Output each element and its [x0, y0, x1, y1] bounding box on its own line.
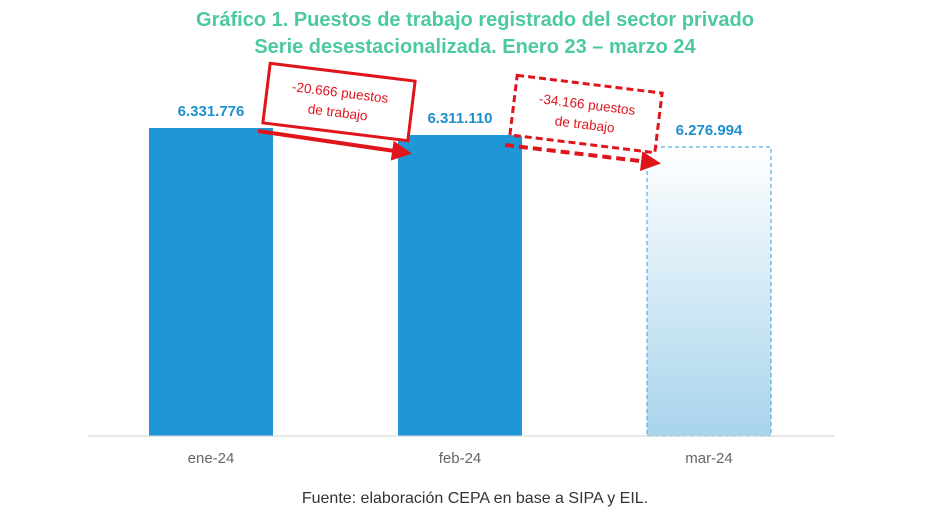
bar-value-label: 6.276.994: [676, 122, 743, 139]
callout-line-2: de trabajo: [307, 101, 368, 123]
chart-title: Gráfico 1. Puestos de trabajo registrado…: [196, 9, 754, 31]
bar-value-label: 6.311.110: [427, 110, 492, 127]
source-note: Fuente: elaboración CEPA en base a SIPA …: [301, 490, 649, 507]
bar-value-label: 6.331.776: [178, 103, 245, 120]
callout-box: [508, 73, 664, 155]
x-tick-label: feb-24: [439, 450, 482, 467]
bar-mar-24: [646, 146, 772, 437]
callout-line-2: de trabajo: [554, 113, 615, 135]
bar-ene-24: [149, 128, 273, 436]
chart-subtitle: Serie desestacionalizada. Enero 23 – mar…: [254, 36, 696, 58]
x-tick-label: mar-24: [685, 450, 733, 467]
bar-feb-24: [398, 135, 522, 436]
callout-box: [261, 61, 417, 143]
x-tick-label: ene-24: [188, 450, 235, 467]
change-arrow: [257, 129, 412, 161]
change-arrow: [504, 143, 661, 172]
